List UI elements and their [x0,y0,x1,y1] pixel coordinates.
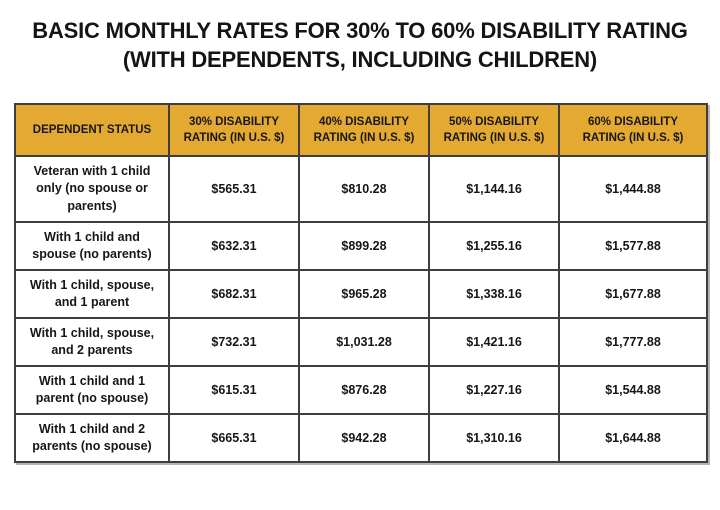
table-row: With 1 child and 2 parents (no spouse) $… [14,413,708,463]
table-row: With 1 child, spouse, and 2 parents $732… [14,317,708,367]
rate-cell-40: $876.28 [298,365,430,415]
rate-cell-40: $899.28 [298,221,430,271]
page-title-line-2: (WITH DEPENDENTS, INCLUDING CHILDREN) [122,47,598,73]
column-header-dependent-status: DEPENDENT STATUS [14,103,170,157]
rates-table: DEPENDENT STATUS 30% DISABILITY RATING (… [14,103,708,463]
rate-cell-50: $1,421.16 [428,317,560,367]
rate-cell-40: $942.28 [298,413,430,463]
dependent-status-cell: Veteran with 1 child only (no spouse or … [14,155,170,223]
rate-cell-30: $682.31 [168,269,300,319]
table-row: With 1 child, spouse, and 1 parent $682.… [14,269,708,319]
rate-cell-60: $1,777.88 [558,317,708,367]
page-title: BASIC MONTHLY RATES FOR 30% TO 60% DISAB… [0,16,720,74]
rate-cell-50: $1,338.16 [428,269,560,319]
page-title-line-1: BASIC MONTHLY RATES FOR 30% TO 60% DISAB… [32,18,688,43]
rate-cell-30: $665.31 [168,413,300,463]
column-header-40-percent: 40% DISABILITY RATING (IN U.S. $) [298,103,430,157]
table-header-row: DEPENDENT STATUS 30% DISABILITY RATING (… [14,103,708,157]
rate-cell-50: $1,255.16 [428,221,560,271]
column-header-60-percent: 60% DISABILITY RATING (IN U.S. $) [558,103,708,157]
dependent-status-cell: With 1 child and spouse (no parents) [14,221,170,271]
rate-cell-40: $810.28 [298,155,430,223]
rate-cell-30: $565.31 [168,155,300,223]
dependent-status-cell: With 1 child, spouse, and 1 parent [14,269,170,319]
rate-cell-30: $615.31 [168,365,300,415]
rate-cell-60: $1,544.88 [558,365,708,415]
rate-cell-40: $965.28 [298,269,430,319]
rate-cell-50: $1,144.16 [428,155,560,223]
table-row: With 1 child and 1 parent (no spouse) $6… [14,365,708,415]
table-row: Veteran with 1 child only (no spouse or … [14,155,708,223]
column-header-50-percent: 50% DISABILITY RATING (IN U.S. $) [428,103,560,157]
column-header-30-percent: 30% DISABILITY RATING (IN U.S. $) [168,103,300,157]
rate-cell-50: $1,227.16 [428,365,560,415]
table-row: With 1 child and spouse (no parents) $63… [14,221,708,271]
rate-cell-30: $732.31 [168,317,300,367]
rate-cell-60: $1,677.88 [558,269,708,319]
rate-cell-60: $1,577.88 [558,221,708,271]
rate-cell-30: $632.31 [168,221,300,271]
dependent-status-cell: With 1 child and 2 parents (no spouse) [14,413,170,463]
rate-cell-60: $1,444.88 [558,155,708,223]
dependent-status-cell: With 1 child, spouse, and 2 parents [14,317,170,367]
rate-cell-60: $1,644.88 [558,413,708,463]
rate-cell-50: $1,310.16 [428,413,560,463]
rate-cell-40: $1,031.28 [298,317,430,367]
dependent-status-cell: With 1 child and 1 parent (no spouse) [14,365,170,415]
